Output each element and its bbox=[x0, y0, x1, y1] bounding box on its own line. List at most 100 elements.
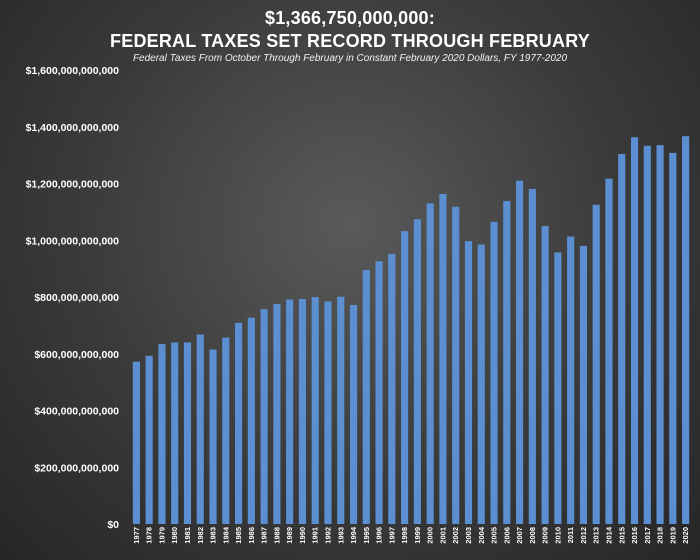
y-axis: $0 $200,000,000,000 $400,000,000,000 $600,0… bbox=[26, 65, 120, 531]
x-tick-label: 1981 bbox=[183, 527, 192, 544]
bar-1983 bbox=[209, 349, 217, 524]
x-tick-label: 1978 bbox=[145, 527, 154, 544]
bar-1982 bbox=[196, 334, 204, 524]
bar-1995 bbox=[362, 270, 370, 524]
x-tick-label: 2006 bbox=[502, 527, 511, 544]
x-tick-label: 2001 bbox=[438, 527, 447, 544]
x-tick-label: 2003 bbox=[464, 527, 473, 544]
y-tick-label: $800,000,000,000 bbox=[34, 292, 119, 304]
x-tick-label: 1989 bbox=[285, 527, 294, 544]
x-tick-label: 1998 bbox=[400, 527, 409, 544]
x-tick-label: 1999 bbox=[413, 527, 422, 544]
bar-1978 bbox=[145, 355, 153, 524]
bar-2002 bbox=[452, 206, 460, 524]
x-tick-label: 2000 bbox=[426, 527, 435, 544]
x-tick-label: 2014 bbox=[604, 526, 613, 544]
bar-2000 bbox=[426, 203, 434, 525]
x-tick-label: 2017 bbox=[643, 527, 652, 544]
x-tick-label: 2016 bbox=[630, 527, 639, 544]
bar-2007 bbox=[515, 180, 524, 524]
bar-2001 bbox=[439, 194, 447, 524]
y-tick-label: $1,400,000,000,000 bbox=[26, 122, 120, 134]
x-tick-label: 1985 bbox=[234, 527, 243, 544]
x-tick-label: 1986 bbox=[247, 527, 256, 544]
y-tick-label: $1,200,000,000,000 bbox=[26, 179, 120, 191]
bar-2016 bbox=[630, 137, 639, 524]
y-tick-label: $0 bbox=[107, 519, 119, 531]
bar-1989 bbox=[286, 299, 294, 524]
x-tick-label: 1980 bbox=[170, 527, 179, 544]
chart-subtitle: Federal Taxes From October Through Febru… bbox=[132, 53, 568, 64]
x-tick-label: 2019 bbox=[668, 527, 677, 544]
bar-2015 bbox=[618, 153, 626, 525]
bar-2008 bbox=[528, 188, 536, 524]
x-tick-label: 2015 bbox=[617, 527, 626, 544]
x-tick-label: 1984 bbox=[221, 526, 230, 544]
x-tick-label: 1996 bbox=[375, 527, 384, 544]
bar-2011 bbox=[567, 236, 575, 524]
bar-2003 bbox=[464, 241, 473, 524]
x-tick-label: 2005 bbox=[490, 527, 499, 544]
chart-title: $1,366,750,000,000: bbox=[265, 8, 435, 28]
bar-1998 bbox=[401, 231, 409, 525]
x-tick-label: 1982 bbox=[196, 527, 205, 544]
y-tick-label: $200,000,000,000 bbox=[34, 462, 119, 474]
x-tick-label: 2004 bbox=[477, 526, 486, 544]
bar-1996 bbox=[375, 261, 383, 524]
bar-1987 bbox=[260, 309, 268, 524]
x-tick-label: 1991 bbox=[311, 527, 320, 544]
bar-2019 bbox=[669, 152, 677, 525]
x-tick-label: 1988 bbox=[272, 527, 281, 544]
x-tick-label: 2011 bbox=[566, 527, 575, 543]
bar-1991 bbox=[311, 297, 319, 524]
x-tick-label: 1995 bbox=[362, 527, 371, 544]
x-tick-label: 1987 bbox=[260, 527, 269, 544]
x-tick-label: 1993 bbox=[336, 527, 345, 544]
bar-2006 bbox=[503, 201, 511, 524]
x-tick-label: 2002 bbox=[451, 527, 460, 544]
bar-1985 bbox=[234, 322, 243, 524]
bar-1990 bbox=[298, 298, 307, 524]
bar-2012 bbox=[579, 245, 588, 525]
x-tick-label: 1994 bbox=[349, 526, 358, 544]
y-tick-label: $400,000,000,000 bbox=[34, 406, 119, 418]
bar-1981 bbox=[183, 342, 192, 524]
bar-1992 bbox=[324, 301, 332, 524]
x-tick-label: 1979 bbox=[157, 527, 166, 544]
x-tick-label: 2008 bbox=[528, 527, 537, 544]
bar-1979 bbox=[158, 344, 166, 524]
bar-2018 bbox=[656, 145, 664, 524]
bar-1986 bbox=[247, 317, 255, 524]
bar-1980 bbox=[171, 342, 179, 524]
y-tick-label: $600,000,000,000 bbox=[34, 349, 119, 361]
bar-2005 bbox=[490, 221, 498, 524]
x-tick-label: 1977 bbox=[132, 527, 141, 544]
x-tick-label: 2012 bbox=[579, 527, 588, 544]
x-tick-label: 2020 bbox=[681, 527, 690, 544]
x-tick-label: 1992 bbox=[323, 527, 332, 544]
bar-2010 bbox=[554, 252, 562, 524]
x-tick-label: 2010 bbox=[553, 527, 562, 544]
chart-title-line2: FEDERAL TAXES SET RECORD THROUGH FEBRUAR… bbox=[110, 31, 590, 51]
bar-1988 bbox=[273, 304, 281, 524]
x-tick-label: 2013 bbox=[592, 527, 601, 544]
bar-2009 bbox=[541, 226, 549, 524]
x-tick-label: 2018 bbox=[656, 527, 665, 544]
y-tick-label: $1,000,000,000,000 bbox=[26, 235, 120, 247]
bar-2013 bbox=[592, 204, 600, 524]
x-tick-label: 1983 bbox=[209, 527, 218, 544]
y-tick-label: $1,600,000,000,000 bbox=[26, 65, 120, 77]
bar-1999 bbox=[413, 219, 421, 524]
x-tick-label: 2009 bbox=[541, 527, 550, 544]
bar-2004 bbox=[477, 244, 485, 524]
x-tick-label: 2007 bbox=[515, 527, 524, 544]
x-tick-label: 1990 bbox=[298, 527, 307, 544]
bar-1994 bbox=[349, 304, 358, 524]
x-tick-label: 1997 bbox=[387, 527, 396, 544]
bar-1977 bbox=[132, 361, 140, 524]
x-axis: 1977 1978 1979 1980 1981 1982 1983 1984 1985 1986… bbox=[132, 526, 690, 544]
bar-1993 bbox=[337, 296, 345, 524]
bar-2017 bbox=[643, 145, 651, 524]
bar-1997 bbox=[388, 253, 396, 524]
